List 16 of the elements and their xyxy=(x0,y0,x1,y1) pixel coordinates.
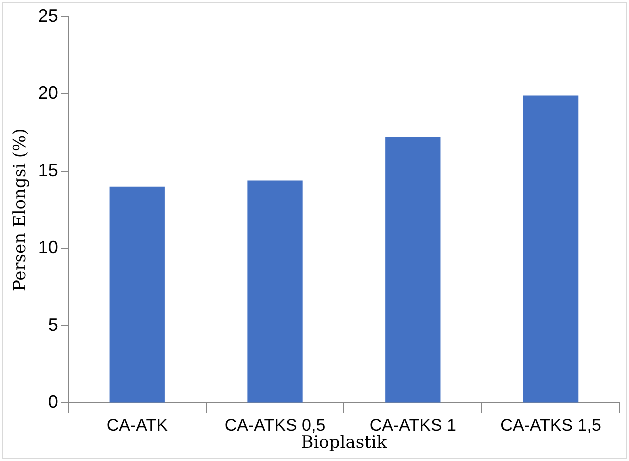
bar xyxy=(386,137,441,403)
y-tick-label: 5 xyxy=(48,314,58,335)
y-tick-label: 0 xyxy=(48,392,58,412)
y-tick-label: 10 xyxy=(38,238,58,258)
x-axis-title: Bioplastik xyxy=(301,433,388,454)
x-tick-label: CA-ATKS 1,5 xyxy=(500,416,602,436)
x-tick-label: CA-ATK xyxy=(106,416,169,436)
x-tick-label: CA-ATKS 0,5 xyxy=(224,416,326,436)
y-axis-title: Persen Elongsi (%) xyxy=(10,128,31,292)
y-tick-label: 20 xyxy=(38,83,58,104)
bar xyxy=(248,180,303,403)
bar xyxy=(523,96,579,403)
y-tick-label: 15 xyxy=(38,160,58,180)
x-tick-label: CA-ATKS 1 xyxy=(370,416,456,436)
y-tick-label: 25 xyxy=(38,6,58,26)
bar xyxy=(110,186,165,403)
